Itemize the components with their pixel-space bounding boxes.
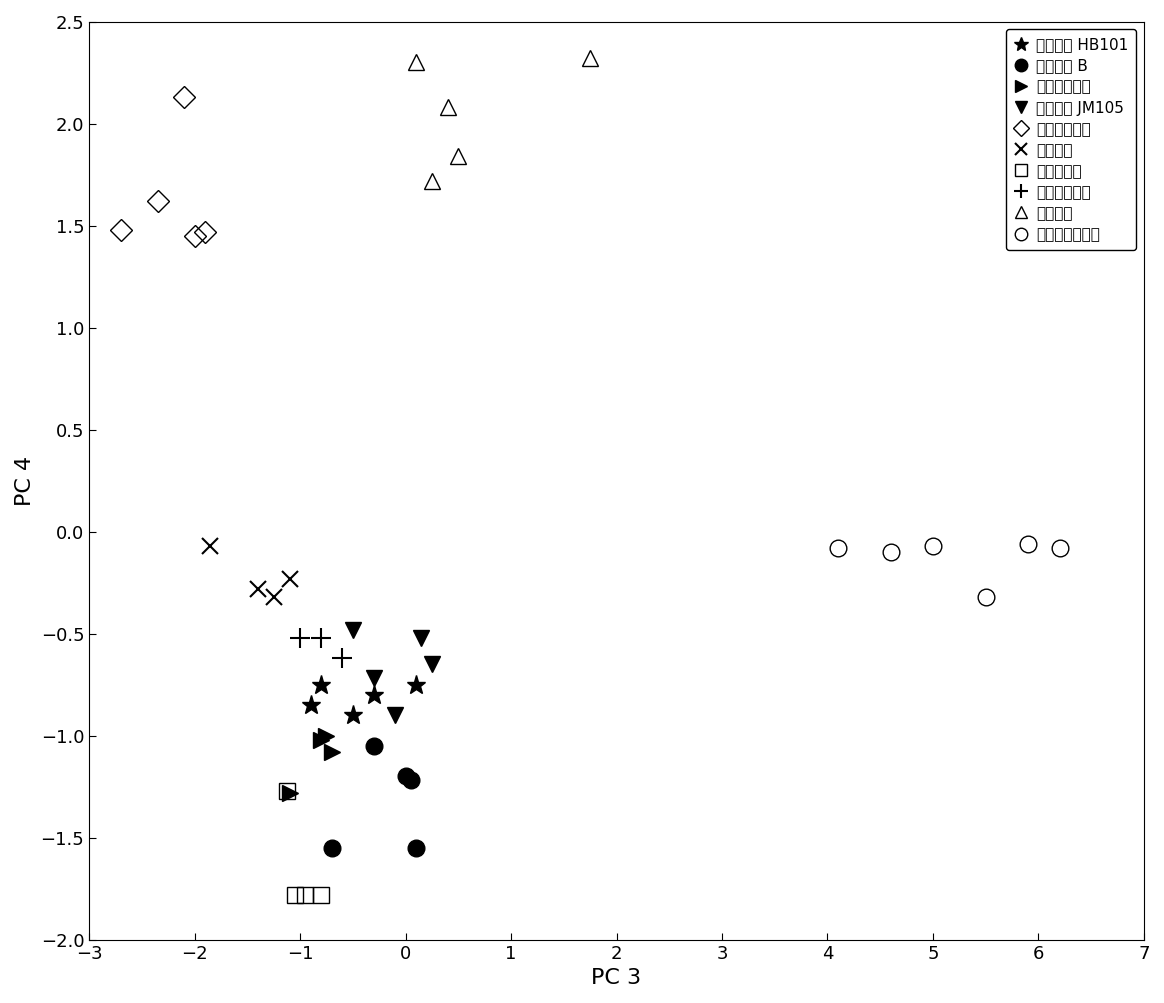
X-axis label: PC 3: PC 3 [591,968,641,988]
Legend: 大肠杆菌 HB101, 大肠杆菌 B, 大肠杆菌新型, 大肠杆菌 JM105, 普通变形杆菌, 酿酒酵母, 产气肠杆菌, 绿脓假单胞菌, 粪肠球菌, 金黄色葡萄: 大肠杆菌 HB101, 大肠杆菌 B, 大肠杆菌新型, 大肠杆菌 JM105, … [1006,30,1136,250]
Y-axis label: PC 4: PC 4 [15,455,35,506]
